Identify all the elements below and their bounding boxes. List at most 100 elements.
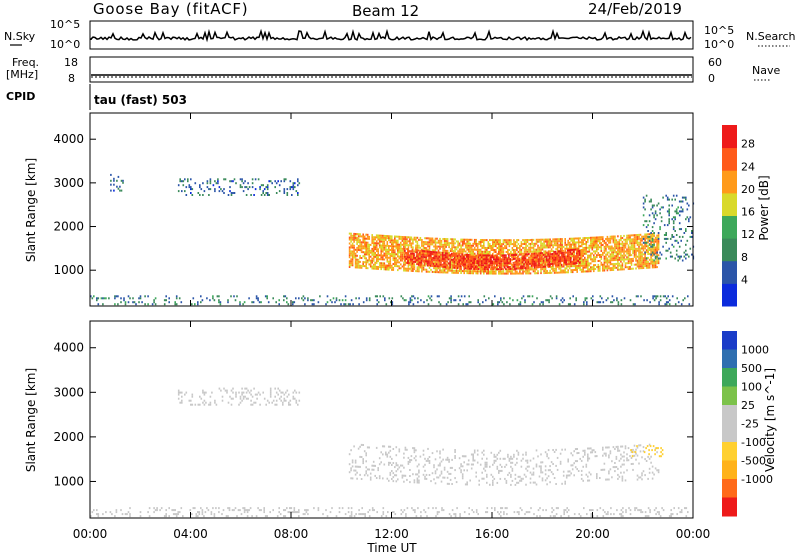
heatmap-cell xyxy=(523,252,526,255)
heatmap-cell xyxy=(509,258,512,261)
heatmap-cell xyxy=(241,180,243,183)
heatmap-cell xyxy=(600,242,603,245)
heatmap-cell xyxy=(433,255,435,258)
heatmap-cell xyxy=(348,232,351,235)
heatmap-cell xyxy=(410,238,413,241)
heatmap-cell xyxy=(516,449,518,452)
heatmap-cell xyxy=(556,468,559,471)
heatmap-cell xyxy=(483,449,485,452)
heatmap-cell xyxy=(568,237,571,240)
heatmap-cell xyxy=(650,250,652,253)
heatmap-cell xyxy=(294,182,296,185)
heatmap-cell xyxy=(653,253,655,256)
heatmap-cell xyxy=(656,238,658,241)
heatmap-cell xyxy=(496,260,498,263)
heatmap-cell xyxy=(574,460,577,463)
heatmap-cell xyxy=(96,513,98,516)
heatmap-cell xyxy=(505,262,507,265)
heatmap-cell xyxy=(514,270,517,273)
heatmap-cell xyxy=(383,252,386,255)
heatmap-cell xyxy=(332,297,335,300)
heatmap-cell xyxy=(600,255,603,258)
heatmap-cell xyxy=(541,246,544,249)
heatmap-cell xyxy=(476,250,479,253)
heatmap-cell xyxy=(562,253,564,256)
heatmap-cell xyxy=(606,253,609,256)
heatmap-cell xyxy=(438,263,441,266)
heatmap-cell xyxy=(551,262,554,265)
heatmap-cell xyxy=(411,299,413,302)
heatmap-cell xyxy=(454,248,456,251)
heatmap-cell xyxy=(568,243,571,246)
heatmap-cell xyxy=(599,238,601,241)
heatmap-cell xyxy=(545,261,548,264)
heatmap-cell xyxy=(638,261,640,264)
heatmap-cell xyxy=(394,239,396,242)
heatmap-cell xyxy=(484,266,486,269)
heatmap-cell xyxy=(376,295,378,298)
heatmap-cell xyxy=(392,259,395,261)
heatmap-cell xyxy=(351,258,354,261)
heatmap-cell xyxy=(235,182,237,185)
heatmap-cell xyxy=(449,266,451,269)
heatmap-cell xyxy=(681,200,684,203)
heatmap-cell xyxy=(580,239,583,242)
heatmap-cell xyxy=(408,262,411,265)
heatmap-cell xyxy=(642,470,645,473)
heatmap-cell xyxy=(560,256,563,258)
heatmap-cell xyxy=(688,204,690,207)
heatmap-cell xyxy=(506,264,509,267)
heatmap-cell xyxy=(590,270,592,273)
heatmap-cell xyxy=(526,268,529,271)
heatmap-cell xyxy=(442,269,444,272)
heatmap-cell xyxy=(356,465,358,468)
heatmap-cell xyxy=(609,261,612,264)
heatmap-cell xyxy=(490,270,493,273)
heatmap-cell xyxy=(617,260,619,263)
heatmap-cell xyxy=(466,272,468,275)
heatmap-cell xyxy=(388,256,390,259)
heatmap-cell xyxy=(520,267,522,270)
heatmap-cell xyxy=(596,266,598,268)
heatmap-cell xyxy=(411,262,414,265)
heatmap-cell xyxy=(350,258,352,261)
heatmap-cell xyxy=(627,236,630,239)
heatmap-cell xyxy=(230,180,233,183)
heatmap-cell xyxy=(651,258,654,261)
heatmap-cell xyxy=(464,261,466,264)
heatmap-cell xyxy=(621,463,624,466)
heatmap-cell xyxy=(623,250,625,253)
heatmap-cell xyxy=(632,252,634,254)
heatmap-cell xyxy=(567,460,569,463)
heatmap-cell xyxy=(395,241,398,244)
heatmap-cell xyxy=(489,465,491,468)
heatmap-cell xyxy=(535,240,538,243)
heatmap-cell xyxy=(366,253,369,256)
heatmap-cell xyxy=(627,234,630,237)
heatmap-cell xyxy=(463,455,465,458)
heatmap-cell xyxy=(493,266,495,269)
heatmap-cell xyxy=(544,479,547,482)
heatmap-cell xyxy=(606,259,609,262)
heatmap-cell xyxy=(656,262,658,265)
heatmap-cell xyxy=(486,473,488,476)
heatmap-cell xyxy=(548,253,551,256)
heatmap-cell xyxy=(562,245,565,248)
heatmap-cell xyxy=(476,254,479,257)
heatmap-cell xyxy=(413,449,416,452)
heatmap-cell xyxy=(482,258,485,261)
heatmap-cell xyxy=(488,260,491,263)
heatmap-cell xyxy=(500,262,503,265)
heatmap-cell xyxy=(615,258,618,261)
heatmap-cell xyxy=(596,248,598,251)
heatmap-cell xyxy=(541,242,544,245)
heatmap-cell xyxy=(686,253,689,256)
heatmap-cell xyxy=(374,267,376,270)
heatmap-cell xyxy=(584,246,586,249)
heatmap-cell xyxy=(359,455,361,458)
heatmap-cell xyxy=(691,253,693,256)
heatmap-cell xyxy=(493,254,496,257)
heatmap-cell xyxy=(573,265,575,268)
heatmap-cell xyxy=(209,182,212,185)
heatmap-cell xyxy=(535,483,538,486)
